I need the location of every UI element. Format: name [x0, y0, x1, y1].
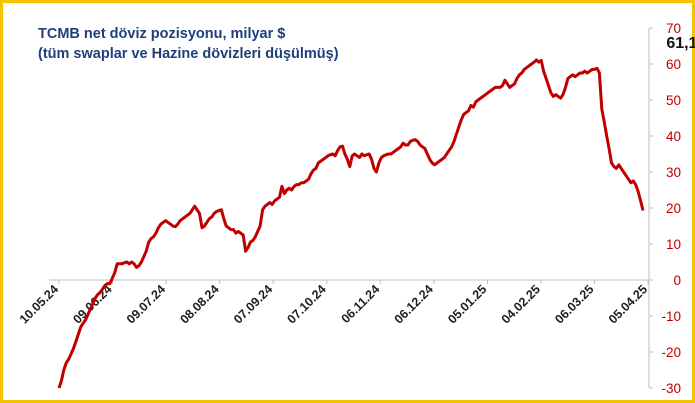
y-tick-label: 20	[666, 201, 681, 216]
chart-title-line-2: (tüm swaplar ve Hazine dövizleri düşülmü…	[38, 46, 339, 62]
y-tick-label: 0	[673, 273, 681, 288]
y-tick-label: 30	[666, 165, 681, 180]
chart-title: TCMB net döviz pozisyonu, milyar $ (tüm …	[38, 24, 339, 64]
x-tick-label: 06.12.24	[392, 282, 436, 326]
x-tick-label: 06.03.25	[552, 282, 596, 326]
y-tick-label: -20	[661, 345, 681, 360]
x-tick-label: 07.10.24	[285, 282, 329, 326]
series-line	[57, 58, 645, 389]
y-tick-label: 60	[666, 57, 681, 72]
x-tick-label: 04.02.25	[499, 282, 543, 326]
y-tick-label: 70	[666, 21, 681, 36]
y-tick-label: -30	[661, 381, 681, 396]
chart-title-line-1: TCMB net döviz pozisyonu, milyar $	[38, 26, 286, 42]
y-tick-label: -10	[661, 309, 681, 324]
x-tick-label: 05.01.25	[445, 282, 489, 326]
y-tick-label: 10	[666, 237, 681, 252]
y-tick-label: 40	[666, 129, 681, 144]
y-tick-label: 50	[666, 93, 681, 108]
x-tick-label: 05.04.25	[606, 282, 650, 326]
x-tick-label: 06.11.24	[339, 282, 383, 326]
x-tick-label: 09.07.24	[124, 282, 168, 326]
x-tick-label: 10.05.24	[17, 282, 61, 326]
x-tick-label: 07.09.24	[231, 282, 275, 326]
x-tick-label: 08.08.24	[177, 282, 221, 326]
annotation-peak: 61,1	[666, 35, 695, 52]
